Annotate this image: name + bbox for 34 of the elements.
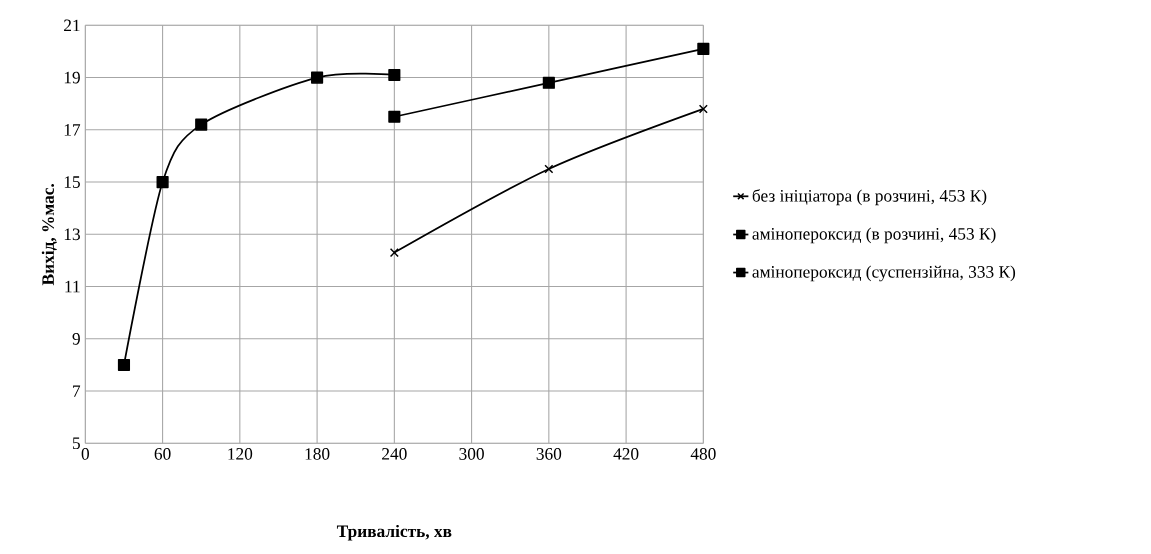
y-tick-label: 13	[64, 228, 80, 241]
y-tick-label: 9	[72, 333, 80, 345]
x-tick-label: 480	[690, 448, 716, 460]
y-tick-label: 17	[64, 124, 81, 136]
x-tick-label: 420	[613, 448, 639, 460]
y-tick-label: 19	[64, 71, 80, 84]
point	[117, 358, 131, 372]
x-tick-label: 120	[228, 448, 253, 460]
legend-label: без ініціатора (в розчині, 453 К)	[752, 189, 987, 206]
y-tick-label: 21	[64, 19, 80, 32]
point	[544, 164, 554, 174]
x-tick-label: 0	[81, 448, 90, 460]
y-tick-label: 11	[65, 280, 80, 293]
legend-label: амінопероксид (суспензійна, 333 К)	[752, 265, 1016, 282]
y-tick-label: 15	[64, 176, 80, 188]
point	[388, 110, 401, 123]
y-tick-label: 7	[73, 385, 81, 397]
x-tick-label: 60	[154, 448, 171, 460]
x-tick-label: 240	[382, 448, 407, 460]
point	[156, 176, 169, 189]
legend-label: амінопероксид (в розчині, 453 К)	[752, 227, 996, 244]
point	[698, 104, 708, 114]
point	[195, 118, 208, 131]
x-tick-label: 300	[459, 448, 484, 460]
point	[389, 248, 399, 258]
point	[542, 76, 555, 89]
y-axis-title: Вихід, %мас.	[41, 183, 57, 286]
x-tick-label: 360	[536, 448, 562, 460]
x-tick-label: 180	[305, 448, 330, 460]
point	[311, 71, 324, 84]
x-axis-title: Тривалість, хв	[336, 524, 452, 541]
y-tick-label: 5	[72, 437, 80, 450]
point	[388, 68, 401, 82]
point	[697, 42, 710, 55]
